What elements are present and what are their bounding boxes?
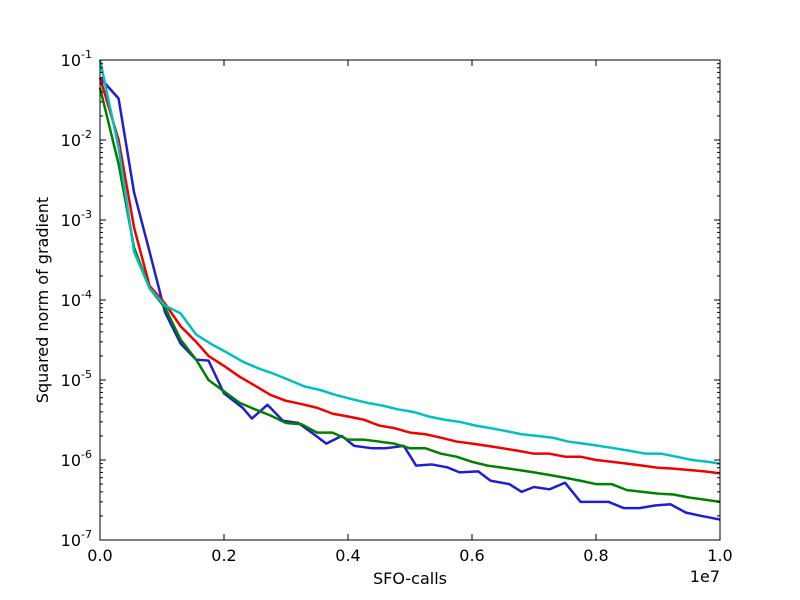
x-tick-label: 1.0 bbox=[707, 546, 732, 565]
y-tick-label: 10-4 bbox=[61, 288, 92, 310]
y-tick-label: 10-3 bbox=[61, 208, 92, 230]
x-axis-ticks: 0.0 0.2 0.4 0.6 0.8 1.0 bbox=[87, 60, 733, 565]
x-axis-label: SFO-calls bbox=[373, 569, 447, 588]
y-tick-label: 10-2 bbox=[61, 128, 92, 150]
series-layer bbox=[98, 59, 721, 521]
y-axis-ticks: 10-7 10-6 10-5 10-4 10-3 10-2 10-1 bbox=[61, 48, 720, 550]
x-axis-offset-label: 1e7 bbox=[690, 567, 720, 586]
y-tick-label: 10-7 bbox=[61, 528, 92, 550]
x-tick-label: 0.8 bbox=[583, 546, 608, 565]
series-line-2 bbox=[98, 77, 721, 475]
y-tick-label: 10-5 bbox=[61, 368, 92, 390]
x-tick-label: 0.4 bbox=[335, 546, 360, 565]
y-tick-label: 10-6 bbox=[61, 448, 92, 470]
x-tick-label: 0.6 bbox=[459, 546, 484, 565]
series-line-3 bbox=[98, 87, 721, 504]
x-tick-label: 0.0 bbox=[87, 546, 112, 565]
x-tick-label: 0.2 bbox=[211, 546, 236, 565]
series-line-1 bbox=[99, 76, 721, 521]
series-line-4 bbox=[98, 59, 721, 465]
y-axis-label: Squared norm of gradient bbox=[33, 197, 52, 403]
y-tick-label: 10-1 bbox=[61, 48, 92, 70]
plot-frame bbox=[99, 59, 721, 541]
